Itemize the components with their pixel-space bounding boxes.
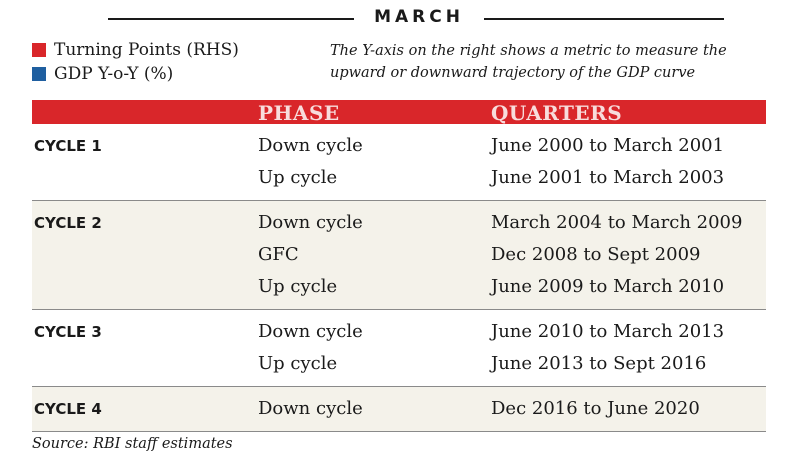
legend-item-turning-points: Turning Points (RHS) — [32, 38, 239, 62]
table-row: Up cycle June 2001 to March 2003 — [32, 162, 766, 194]
legend-swatch-blue — [32, 67, 46, 81]
page-title: MARCH — [374, 7, 464, 27]
legend-label-turning-points: Turning Points (RHS) — [54, 40, 239, 60]
column-header-phase: PHASE — [258, 101, 340, 124]
phase-cell: Down cycle — [258, 212, 363, 233]
phase-cell: Down cycle — [258, 321, 363, 342]
quarters-cell: March 2004 to March 2009 — [491, 212, 743, 233]
phase-cell: GFC — [258, 244, 299, 265]
header-rule-left — [108, 18, 354, 20]
quarters-cell: June 2001 to March 2003 — [491, 167, 725, 188]
phase-cell: Up cycle — [258, 276, 338, 297]
legend-label-gdp: GDP Y-o-Y (%) — [54, 64, 174, 84]
quarters-cell: June 2010 to March 2013 — [491, 321, 725, 342]
legend-item-gdp: GDP Y-o-Y (%) — [32, 62, 239, 86]
quarters-cell: Dec 2016 to June 2020 — [491, 398, 700, 419]
cycles-table: PHASE QUARTERS CYCLE 1 Down cycle June 200… — [32, 100, 766, 432]
legend-swatch-red — [32, 43, 46, 57]
cycle-label: CYCLE 2 — [34, 214, 102, 232]
cycle-group-3: CYCLE 3 Down cycle June 2010 to March 2013… — [32, 310, 766, 387]
table-body: CYCLE 1 Down cycle June 2000 to March 2001… — [32, 124, 766, 432]
quarters-cell: June 2013 to Sept 2016 — [491, 353, 707, 374]
source-note: Source: RBI staff estimates — [32, 436, 233, 452]
phase-cell: Up cycle — [258, 353, 338, 374]
table-row: Down cycle June 2010 to March 2013 — [32, 316, 766, 348]
legend: Turning Points (RHS) GDP Y-o-Y (%) — [32, 38, 239, 86]
quarters-cell: June 2009 to March 2010 — [491, 276, 725, 297]
cycle-group-2: CYCLE 2 Down cycle March 2004 to March 200… — [32, 201, 766, 310]
cycle-group-1: CYCLE 1 Down cycle June 2000 to March 2001… — [32, 124, 766, 201]
phase-cell: Up cycle — [258, 167, 338, 188]
cycle-label: CYCLE 1 — [34, 137, 102, 155]
cycle-label: CYCLE 4 — [34, 400, 102, 418]
table-row: Up cycle June 2009 to March 2010 — [32, 271, 766, 303]
table-row: Down cycle March 2004 to March 2009 — [32, 207, 766, 239]
column-header-quarters: QUARTERS — [491, 101, 623, 124]
table-header: PHASE QUARTERS — [32, 100, 766, 124]
cycle-label: CYCLE 3 — [34, 323, 102, 341]
phase-cell: Down cycle — [258, 135, 363, 156]
table-row: Down cycle June 2000 to March 2001 — [32, 130, 766, 162]
phase-cell: Down cycle — [258, 398, 363, 419]
cycle-group-4: CYCLE 4 Down cycle Dec 2016 to June 2020 — [32, 387, 766, 432]
quarters-cell: Dec 2008 to Sept 2009 — [491, 244, 701, 265]
explanatory-note: The Y-axis on the right shows a metric t… — [330, 43, 727, 81]
quarters-cell: June 2000 to March 2001 — [491, 135, 725, 156]
table-row: Down cycle Dec 2016 to June 2020 — [32, 393, 766, 425]
table-row: GFC Dec 2008 to Sept 2009 — [32, 239, 766, 271]
table-row: Up cycle June 2013 to Sept 2016 — [32, 348, 766, 380]
header-rule-right — [484, 18, 724, 20]
